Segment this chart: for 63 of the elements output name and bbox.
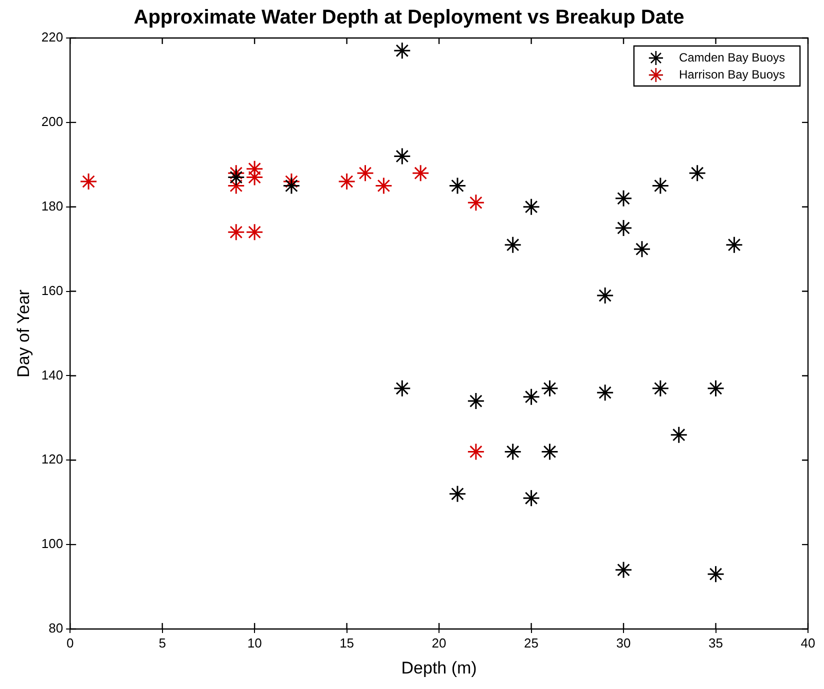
point: [596, 384, 614, 402]
x-tick-label: 30: [616, 635, 631, 650]
point: [522, 489, 540, 507]
point: [393, 147, 411, 165]
point: [374, 177, 392, 194]
point: [393, 380, 411, 398]
point: [393, 42, 411, 60]
x-tick-label: 20: [432, 635, 446, 650]
x-tick-label: 25: [524, 635, 539, 650]
point: [707, 380, 725, 398]
point: [540, 380, 558, 398]
y-tick-label: 140: [41, 367, 64, 382]
point: [707, 565, 725, 583]
y-tick-label: 200: [41, 114, 64, 130]
point: [246, 223, 264, 241]
point: [80, 172, 98, 190]
y-tick-label: 160: [41, 282, 64, 298]
x-tick-label: 10: [247, 635, 262, 650]
point: [540, 442, 558, 460]
point: [282, 172, 300, 190]
point: [522, 198, 540, 216]
y-axis-title: Day of Year: [14, 289, 33, 378]
point: [467, 442, 485, 460]
point: [467, 194, 485, 212]
x-tick-label: 0: [66, 635, 74, 650]
y-tick-label: 100: [41, 536, 64, 552]
x-tick-label: 35: [708, 635, 723, 650]
point: [246, 168, 264, 186]
x-tick-label: 40: [800, 635, 816, 650]
point: [412, 164, 430, 182]
y-tick-label: 180: [41, 198, 64, 214]
point: [614, 190, 632, 208]
y-tick-label: 220: [41, 30, 64, 45]
point: [504, 236, 522, 254]
point: [504, 442, 522, 460]
point: [522, 388, 540, 406]
point: [282, 177, 300, 194]
x-tick-label: 15: [340, 635, 354, 650]
point: [227, 223, 245, 241]
x-axis-title: Depth (m): [401, 658, 477, 678]
legend-label: Camden Bay Buoys: [678, 50, 786, 64]
y-tick-label: 120: [41, 452, 64, 467]
point: [670, 426, 688, 444]
point: [688, 164, 706, 182]
point: [614, 219, 632, 237]
point: [448, 177, 466, 194]
point: [725, 236, 743, 254]
point: [652, 177, 670, 194]
chart-title: Approximate Water Depth at Deployment vs Breakup Date: [134, 6, 684, 29]
point: [227, 164, 245, 182]
point: [614, 561, 632, 579]
point: [652, 380, 670, 398]
point: [448, 485, 466, 503]
point: [227, 168, 245, 186]
y-tick-label: 80: [48, 620, 64, 636]
point: [227, 177, 245, 194]
point: [338, 172, 356, 190]
legend-label: Harrison Bay Buoys: [678, 67, 785, 82]
point: [467, 392, 485, 410]
point: [596, 286, 614, 304]
x-tick-label: 5: [158, 635, 166, 650]
point: [633, 240, 651, 258]
point: [356, 164, 374, 182]
